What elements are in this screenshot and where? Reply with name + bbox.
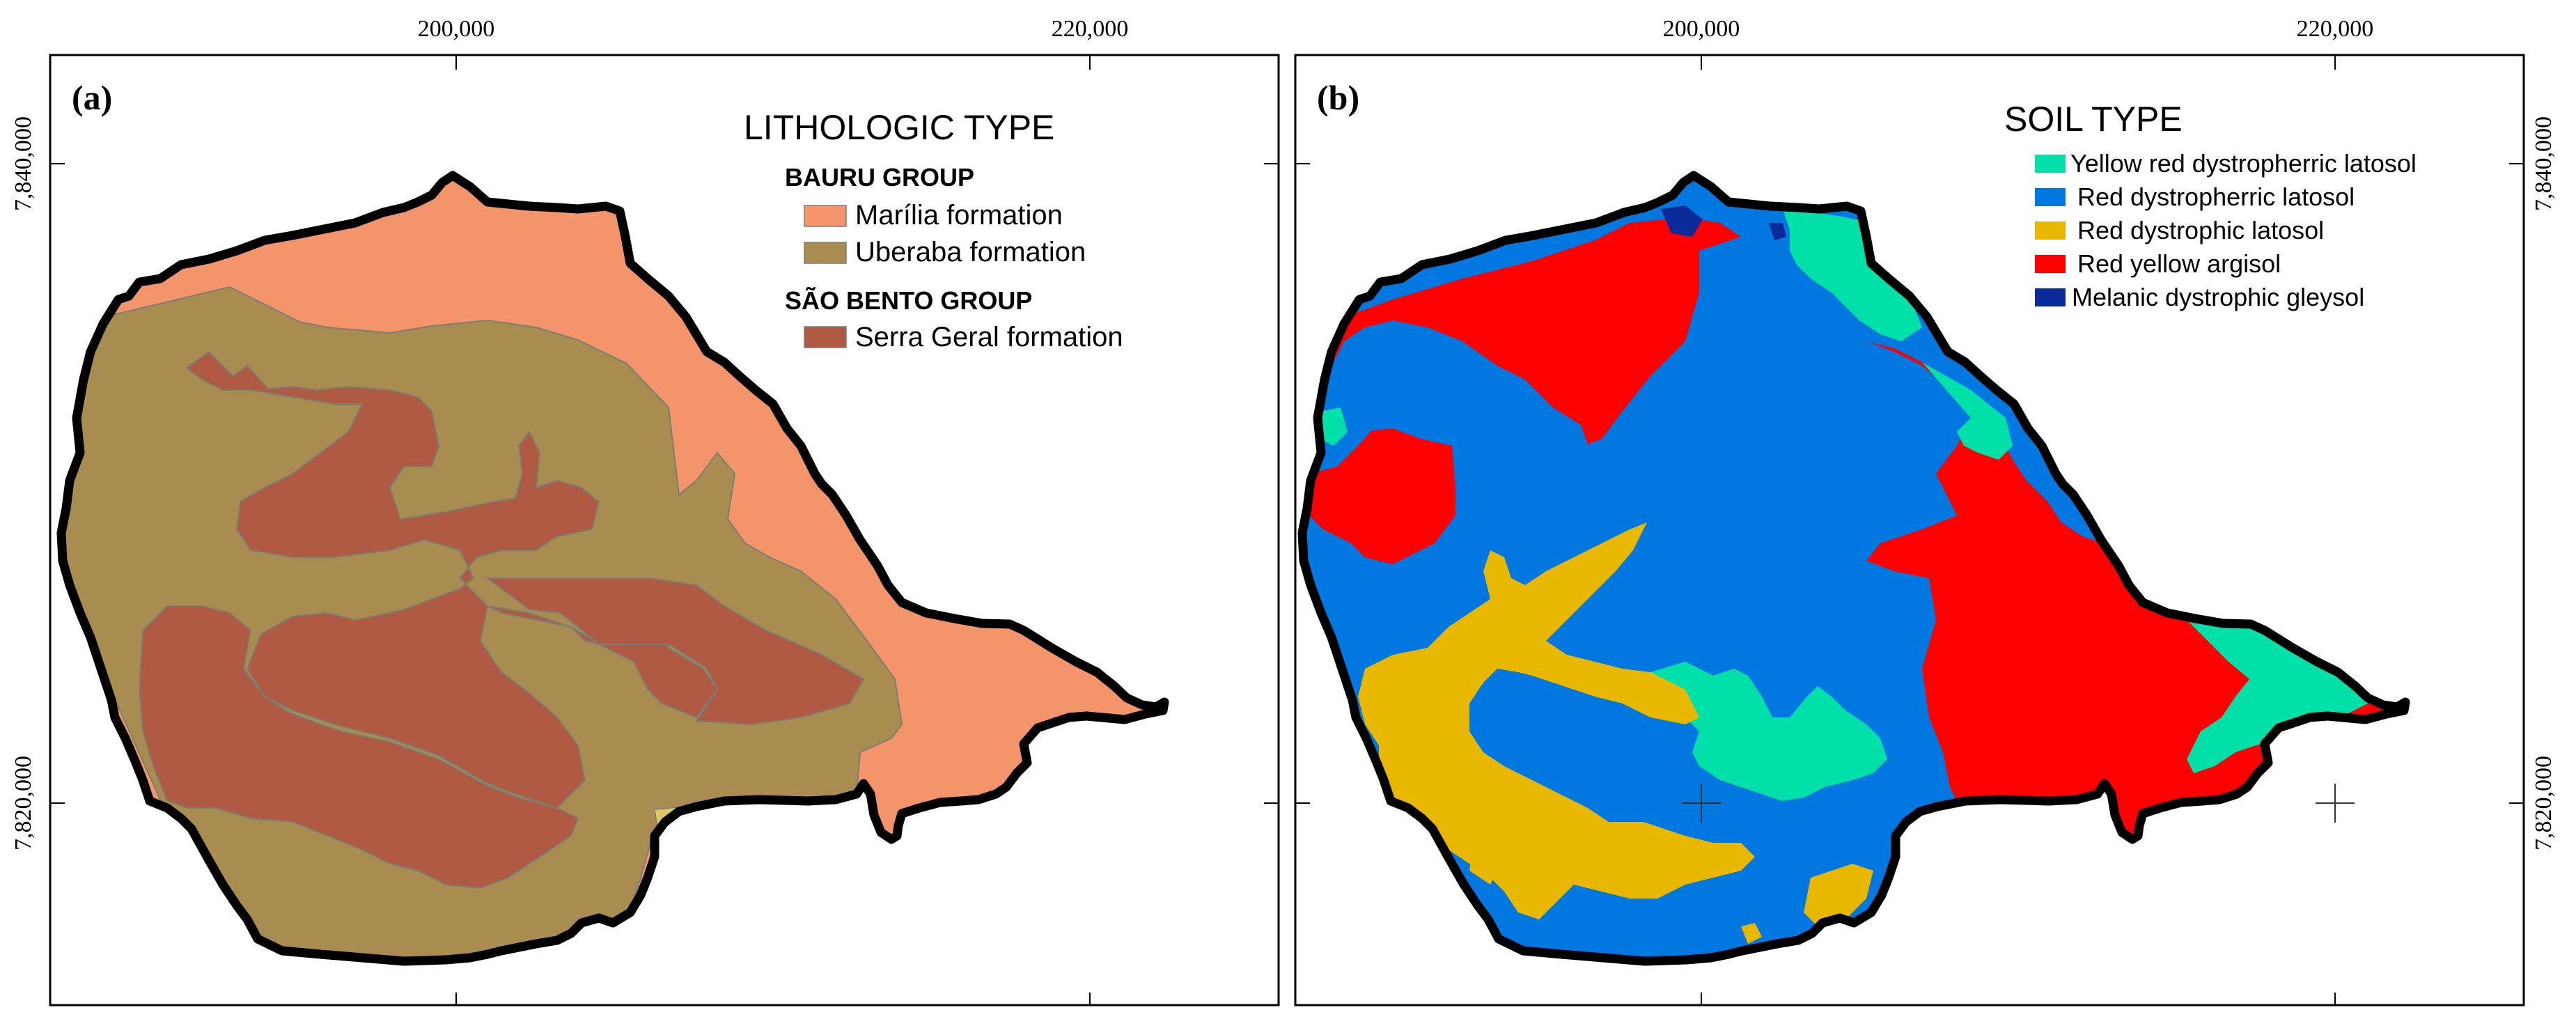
northing-label-7820000: 7,820,000 (2531, 756, 2557, 850)
yellow-red-dystropherric-latosol-center (1650, 662, 1887, 801)
legend-swatch-melanic-gleysol (2035, 288, 2066, 306)
northing-label-7840000: 7,840,000 (2531, 116, 2557, 211)
easting-label-200000: 200,000 (1663, 16, 1740, 42)
legend-item-label: Marília formation (855, 200, 1063, 231)
panel-b: 200,000 220,000 7,840,000 7,820,000 (1294, 16, 2557, 1006)
legend-group-heading: SÃO BENTO GROUP (785, 286, 1032, 315)
soil-legend: SOIL TYPE Yellow red dystropherric latos… (2004, 100, 2417, 311)
yellow-red-dystropherric-latosol-north (1783, 209, 1922, 341)
red-dystrophic-latosol-outlier (1469, 822, 1504, 885)
legend-title: LITHOLOGIC TYPE (744, 108, 1054, 147)
panel-a: 200,000 220,000 7,840,000 7,820,000 (a) … (10, 16, 1280, 1006)
northing-label-7840000: 7,840,000 (10, 116, 36, 211)
legend-swatch-yellow-red-dystropherric (2035, 155, 2066, 173)
melanic-dystrophic-gleysol-area (1769, 223, 1786, 240)
red-yellow-argisol-west (1309, 428, 1455, 564)
easting-label-220000: 220,000 (1052, 16, 1129, 42)
legend-item-label: Yellow red dystropherric latosol (2070, 149, 2417, 178)
northing-label-7820000: 7,820,000 (10, 756, 36, 850)
easting-label-200000: 200,000 (418, 16, 495, 42)
legend-swatch-marilia (804, 205, 847, 227)
yellow-red-dystropherric-latosol-ne (1922, 362, 2013, 460)
red-dystrophic-latosol-outlier (1804, 864, 1873, 926)
serra-geral-formation-branch (485, 577, 865, 726)
lithology-legend: LITHOLOGIC TYPE BAURU GROUP Marília form… (744, 108, 1123, 352)
legend-item-label: Serra Geral formation (855, 322, 1123, 352)
melanic-dystrophic-gleysol-area (1661, 205, 1703, 237)
legend-item-label: Uberaba formation (855, 237, 1086, 267)
red-dystrophic-latosol-main (1358, 522, 1755, 919)
legend-swatch-uberaba (804, 242, 847, 264)
yellow-red-dystropherric-latosol-west (1320, 407, 1348, 446)
legend-swatch-serra-geral (804, 326, 847, 348)
serra-geral-formation-south (138, 605, 579, 889)
grid-cross (1682, 784, 2355, 823)
legend-swatch-red-dystropherric (2035, 188, 2066, 206)
legend-item-label: Melanic dystrophic gleysol (2072, 283, 2364, 311)
legend-group-heading: BAURU GROUP (785, 163, 974, 192)
legend-swatch-red-yellow-argisol (2035, 255, 2066, 273)
legend-swatch-red-dystrophic (2035, 221, 2066, 240)
panel-a-tag: (a) (72, 78, 112, 117)
panel-b-tag: (b) (1317, 78, 1359, 117)
legend-title: SOIL TYPE (2004, 100, 2183, 139)
yellow-red-dystropherric-latosol-east (2173, 599, 2396, 773)
legend-item-label: Red yellow argisol (2077, 249, 2281, 278)
easting-label-220000: 220,000 (2297, 16, 2374, 42)
legend-item-label: Red dystropherric latosol (2077, 182, 2355, 211)
red-yellow-argisol-nw (1316, 217, 1741, 444)
serra-geral-formation-area (185, 350, 719, 809)
red-dystrophic-latosol-outlier (1741, 923, 1762, 944)
legend-item-label: Red dystrophic latosol (2077, 216, 2324, 244)
